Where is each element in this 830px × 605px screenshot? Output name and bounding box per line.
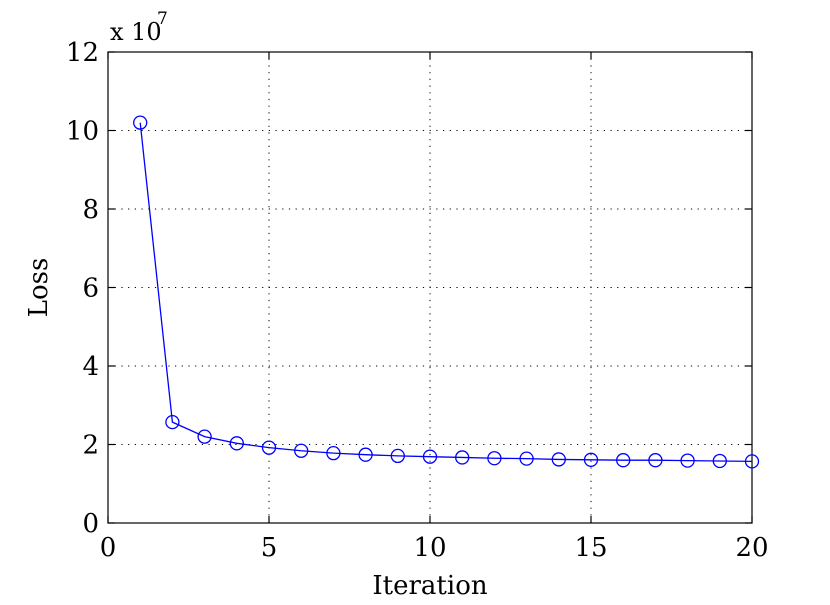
y-tick-label: 2 (82, 431, 99, 461)
y-tick-label: 10 (66, 117, 99, 147)
data-point-marker (197, 429, 212, 444)
data-point-marker (294, 443, 309, 458)
y-tick-label: 6 (82, 274, 99, 304)
y-tick-labels: 0 2 4 6 8 10 12 (66, 38, 99, 539)
data-point-marker (487, 451, 502, 466)
data-point-marker (744, 454, 760, 469)
y-axis-label: Loss (24, 258, 54, 318)
data-point-marker (358, 447, 373, 462)
data-point-marker (551, 452, 566, 467)
x-tick-label: 5 (261, 533, 278, 563)
loss-series-markers (133, 115, 760, 469)
data-point-marker (583, 452, 599, 467)
data-point-marker (422, 449, 438, 464)
x-tick-label: 20 (735, 533, 768, 563)
y-tick-label: 8 (82, 195, 99, 225)
y-axis-multiplier-exponent: 7 (157, 9, 168, 29)
x-tick-label: 15 (574, 533, 607, 563)
y-tick-label: 12 (66, 38, 99, 68)
data-point-marker (229, 436, 244, 451)
data-point-marker (680, 453, 695, 468)
y-axis-multiplier: x 10 (110, 18, 162, 46)
grid-lines (108, 52, 752, 523)
data-point-marker (616, 453, 631, 468)
y-tick-label: 0 (82, 509, 99, 539)
data-point-marker (133, 115, 148, 130)
x-axis-label: Iteration (372, 571, 487, 601)
data-point-marker (712, 453, 727, 469)
x-tick-labels: 0 5 10 15 20 (100, 533, 769, 563)
data-point-marker (455, 450, 470, 465)
loss-series-line (139, 122, 753, 463)
data-point-marker (261, 440, 277, 455)
data-point-marker (326, 445, 341, 461)
data-point-marker (648, 453, 663, 468)
x-tick-label: 0 (100, 533, 117, 563)
data-point-marker (390, 448, 405, 464)
y-tick-label: 4 (82, 352, 99, 382)
data-point-marker (519, 451, 534, 466)
x-tick-label: 10 (413, 533, 446, 563)
axis-ticks (107, 51, 753, 524)
data-point-marker (165, 414, 180, 430)
